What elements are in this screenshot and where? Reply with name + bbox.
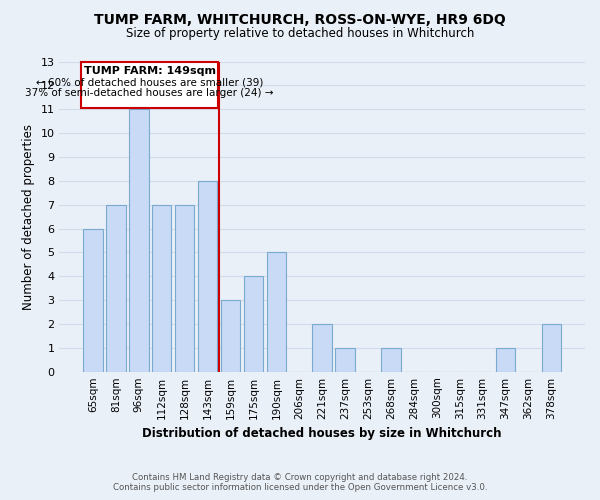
Bar [313, 324, 332, 372]
Bar [221, 300, 240, 372]
Text: ← 60% of detached houses are smaller (39): ← 60% of detached houses are smaller (39… [36, 77, 263, 87]
Y-axis label: Number of detached properties: Number of detached properties [22, 124, 35, 310]
Text: TUMP FARM: 149sqm: TUMP FARM: 149sqm [83, 66, 215, 76]
Bar [496, 348, 515, 372]
Text: 37% of semi-detached houses are larger (24) →: 37% of semi-detached houses are larger (… [25, 88, 274, 98]
FancyBboxPatch shape [82, 62, 218, 108]
Bar [152, 204, 172, 372]
Bar [244, 276, 263, 372]
Text: Contains HM Land Registry data © Crown copyright and database right 2024.
Contai: Contains HM Land Registry data © Crown c… [113, 473, 487, 492]
Bar [266, 252, 286, 372]
Bar [106, 204, 125, 372]
Bar [83, 228, 103, 372]
Bar [198, 181, 217, 372]
X-axis label: Distribution of detached houses by size in Whitchurch: Distribution of detached houses by size … [142, 427, 502, 440]
Text: TUMP FARM, WHITCHURCH, ROSS-ON-WYE, HR9 6DQ: TUMP FARM, WHITCHURCH, ROSS-ON-WYE, HR9 … [94, 12, 506, 26]
Bar [175, 204, 194, 372]
Text: Size of property relative to detached houses in Whitchurch: Size of property relative to detached ho… [126, 28, 474, 40]
Bar [381, 348, 401, 372]
Bar [542, 324, 561, 372]
Bar [335, 348, 355, 372]
Bar [129, 109, 149, 372]
